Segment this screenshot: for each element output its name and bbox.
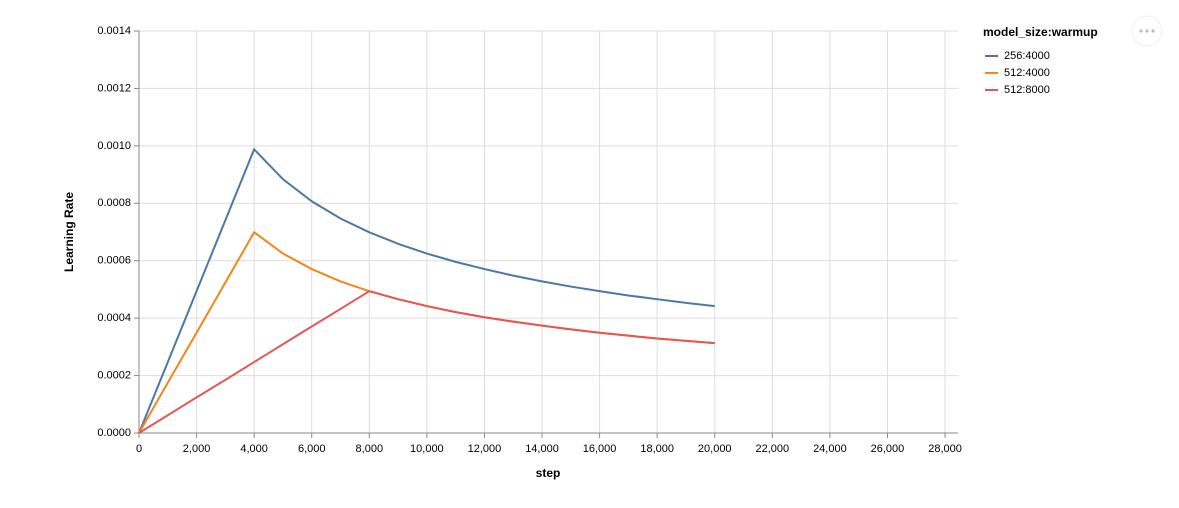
x-tick-label: 4,000 xyxy=(240,443,268,455)
legend-label: 512:8000 xyxy=(1004,84,1050,96)
menu-button[interactable] xyxy=(1131,15,1163,47)
legend-label: 256:4000 xyxy=(1004,50,1050,62)
y-tick-label: 0.0012 xyxy=(97,82,131,94)
y-axis-title: Learning Rate xyxy=(62,192,76,272)
y-tick-label: 0.0008 xyxy=(97,197,131,209)
y-tick-label: 0.0010 xyxy=(97,140,131,152)
line xyxy=(138,290,715,434)
y-tick-label: 0.0002 xyxy=(97,369,131,381)
x-tick-label: 18,000 xyxy=(640,443,674,455)
y-tick-label: 0.0000 xyxy=(97,427,131,439)
line xyxy=(138,147,715,434)
grid xyxy=(138,30,958,434)
x-tick-label: 2,000 xyxy=(183,443,211,455)
x-tick-label: 22,000 xyxy=(755,443,789,455)
x-tick-label: 24,000 xyxy=(813,443,847,455)
x-tick-label: 10,000 xyxy=(410,443,444,455)
y-tick-label: 0.0004 xyxy=(97,312,131,324)
x-tick-label: 0 xyxy=(136,443,142,455)
x-tick-label: 6,000 xyxy=(298,443,326,455)
x-tick-label: 14,000 xyxy=(525,443,559,455)
legend-title: model_size:warmup xyxy=(983,25,1098,39)
x-tick-label: 20,000 xyxy=(698,443,732,455)
x-tick-label: 16,000 xyxy=(583,443,617,455)
y-tick-label: 0.0006 xyxy=(97,255,131,267)
x-tick-label: 28,000 xyxy=(928,443,962,455)
x-tick-label: 12,000 xyxy=(468,443,502,455)
x-axis-title: step xyxy=(536,466,561,480)
x-tick-label: 8,000 xyxy=(356,443,384,455)
legend-label: 512:4000 xyxy=(1004,67,1050,79)
x-tick-label: 26,000 xyxy=(871,443,905,455)
y-tick-label: 0.0014 xyxy=(97,25,131,37)
